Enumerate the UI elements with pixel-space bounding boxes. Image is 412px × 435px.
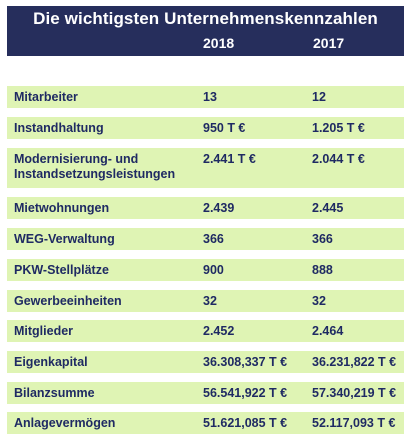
row-value-2017: 1.205 T €	[312, 121, 365, 135]
table-row: Mitarbeiter 13 12	[7, 86, 404, 108]
table-row: Instandhaltung 950 T € 1.205 T €	[7, 117, 404, 139]
table-row: Mitglieder 2.452 2.464	[7, 320, 404, 342]
row-value-2018: 366	[203, 232, 224, 246]
row-value-2018: 950 T €	[203, 121, 246, 135]
row-label: Eigenkapital	[14, 355, 88, 369]
row-value-2017: 2.464	[312, 324, 344, 338]
row-label: PKW-Stellplätze	[14, 263, 109, 277]
row-label-line-1: Modernisierung- und	[14, 152, 139, 166]
row-value-2017: 888	[312, 263, 333, 277]
row-value-2017: 2.445	[312, 201, 344, 215]
table-row: Mietwohnungen 2.439 2.445	[7, 197, 404, 219]
row-value-2018: 2.452	[203, 324, 235, 338]
row-value-2017: 366	[312, 232, 333, 246]
row-label: Mitarbeiter	[14, 90, 78, 104]
table-row: Gewerbeeinheiten 32 32	[7, 290, 404, 312]
row-value-2017: 12	[312, 90, 326, 104]
row-label: Mitglieder	[14, 324, 74, 338]
table-row: PKW-Stellplätze 900 888	[7, 259, 404, 281]
row-value-2018: 900	[203, 263, 224, 277]
row-value-2018: 13	[203, 90, 217, 104]
row-label: Mietwohnungen	[14, 201, 110, 215]
row-value-2017: 2.044 T €	[312, 152, 365, 166]
table-row: Modernisierung- und Instandsetzungsleist…	[7, 148, 404, 188]
row-value-2017: 36.231,822 T €	[312, 355, 397, 369]
row-value-2018: 32	[203, 294, 217, 308]
row-label: Anlagevermögen	[14, 416, 116, 430]
table-row: Bilanzsumme 56.541,922 T € 57.340,219 T …	[7, 382, 404, 404]
table-row: WEG-Verwaltung 366 366	[7, 228, 404, 250]
table-header: Die wichtigsten Unternehmenskennzahlen 2…	[7, 6, 404, 56]
row-value-2018: 56.541,922 T €	[203, 386, 288, 400]
row-label-line-2: Instandsetzungsleistungen	[14, 167, 176, 181]
kennzahlen-table: Die wichtigsten Unternehmenskennzahlen 2…	[7, 6, 404, 434]
table-row: Eigenkapital 36.308,337 T € 36.231,822 T…	[7, 351, 404, 373]
table-row: Anlagevermögen 51.621,085 T € 52.117,093…	[7, 412, 404, 434]
row-value-2017: 52.117,093 T €	[312, 416, 396, 430]
row-value-2017: 57.340,219 T €	[312, 386, 397, 400]
column-header-2018: 2018	[203, 35, 235, 51]
row-label: WEG-Verwaltung	[14, 232, 115, 246]
row-label: Modernisierung- und Instandsetzungsleist…	[14, 152, 175, 182]
row-value-2017: 32	[312, 294, 326, 308]
row-value-2018: 2.439	[203, 201, 235, 215]
row-value-2018: 36.308,337 T €	[203, 355, 288, 369]
column-header-2017: 2017	[313, 35, 345, 51]
row-label: Instandhaltung	[14, 121, 104, 135]
row-value-2018: 51.621,085 T €	[203, 416, 288, 430]
row-label: Bilanzsumme	[14, 386, 95, 400]
row-value-2018: 2.441 T €	[203, 152, 256, 166]
table-title: Die wichtigsten Unternehmenskennzahlen	[33, 9, 378, 28]
row-label: Gewerbeeinheiten	[14, 294, 122, 308]
